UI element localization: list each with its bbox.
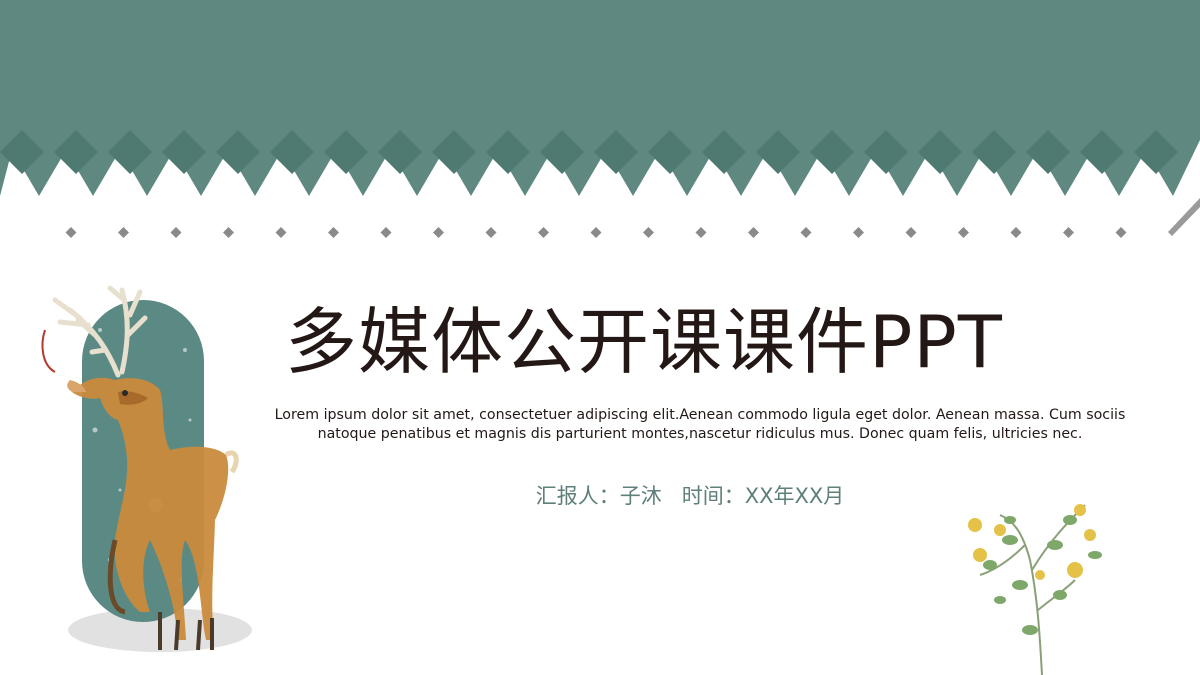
flower-stems	[979, 504, 1086, 675]
slide-title: 多媒体公开课课件PPT	[285, 300, 1003, 384]
gray-diamond	[485, 227, 497, 238]
banner-diamond	[0, 130, 44, 174]
flower-leaves	[983, 515, 1102, 635]
banner-diamond	[1026, 130, 1070, 174]
gray-diamond	[328, 227, 339, 238]
banner-diamond	[918, 130, 962, 174]
time-value: XX年XX月	[744, 484, 845, 508]
red-ornament	[41, 329, 56, 373]
deer-illustration	[41, 285, 252, 652]
gray-diamond	[380, 227, 392, 238]
gray-diamond	[65, 227, 77, 238]
gray-diamond	[1010, 227, 1022, 238]
banner-diamond	[756, 130, 800, 174]
gray-diamond	[170, 227, 182, 238]
gray-diamond	[958, 227, 969, 238]
banner-diamond	[378, 130, 422, 174]
gray-diamond	[748, 227, 759, 238]
banner-diamond	[108, 130, 152, 174]
reporter-name: 子沐	[619, 484, 662, 508]
banner-diamond	[540, 130, 584, 174]
banner-diamond	[54, 130, 98, 174]
gray-diamond-row	[65, 227, 1127, 238]
gray-diamond	[590, 227, 602, 238]
reporter-label: 汇报人：	[535, 484, 620, 508]
gray-diamond	[1063, 227, 1074, 238]
banner-diamond	[324, 130, 368, 174]
gray-diamond	[695, 227, 707, 238]
time-label: 时间：	[681, 484, 745, 508]
gray-diamond	[118, 227, 129, 238]
slide-subtitle: Lorem ipsum dolor sit amet, consectetuer…	[274, 407, 1126, 442]
dark-diamond-row	[0, 130, 1178, 174]
banner-diamond	[162, 130, 206, 174]
gray-diamond	[800, 227, 812, 238]
banner-diamond	[810, 130, 854, 174]
antlers	[52, 285, 148, 378]
banner-diamond	[972, 130, 1016, 174]
gray-diamond	[538, 227, 549, 238]
presenter-info: 汇报人：子沐 时间：XX年XX月	[470, 480, 910, 512]
gray-diamond	[433, 227, 444, 238]
flower-blooms	[968, 504, 1096, 580]
top-banner	[0, 0, 1200, 238]
banner-diamond	[864, 130, 908, 174]
banner-diamond	[648, 130, 692, 174]
banner-diamond	[432, 130, 476, 174]
gray-diamond	[905, 227, 917, 238]
deer-body	[67, 377, 239, 651]
gray-diamond	[223, 227, 234, 238]
gray-diamond	[643, 227, 654, 238]
banner-diamond	[594, 130, 638, 174]
gray-diamond	[1115, 227, 1127, 238]
banner-diamond	[1134, 130, 1178, 174]
corner-fold	[1168, 198, 1200, 236]
banner-diamond	[1080, 130, 1124, 174]
banner-diamond	[270, 130, 314, 174]
banner-diamond	[486, 130, 530, 174]
gray-diamond	[853, 227, 864, 238]
banner-diamond	[702, 130, 746, 174]
banner-diamond	[216, 130, 260, 174]
gray-diamond	[275, 227, 287, 238]
